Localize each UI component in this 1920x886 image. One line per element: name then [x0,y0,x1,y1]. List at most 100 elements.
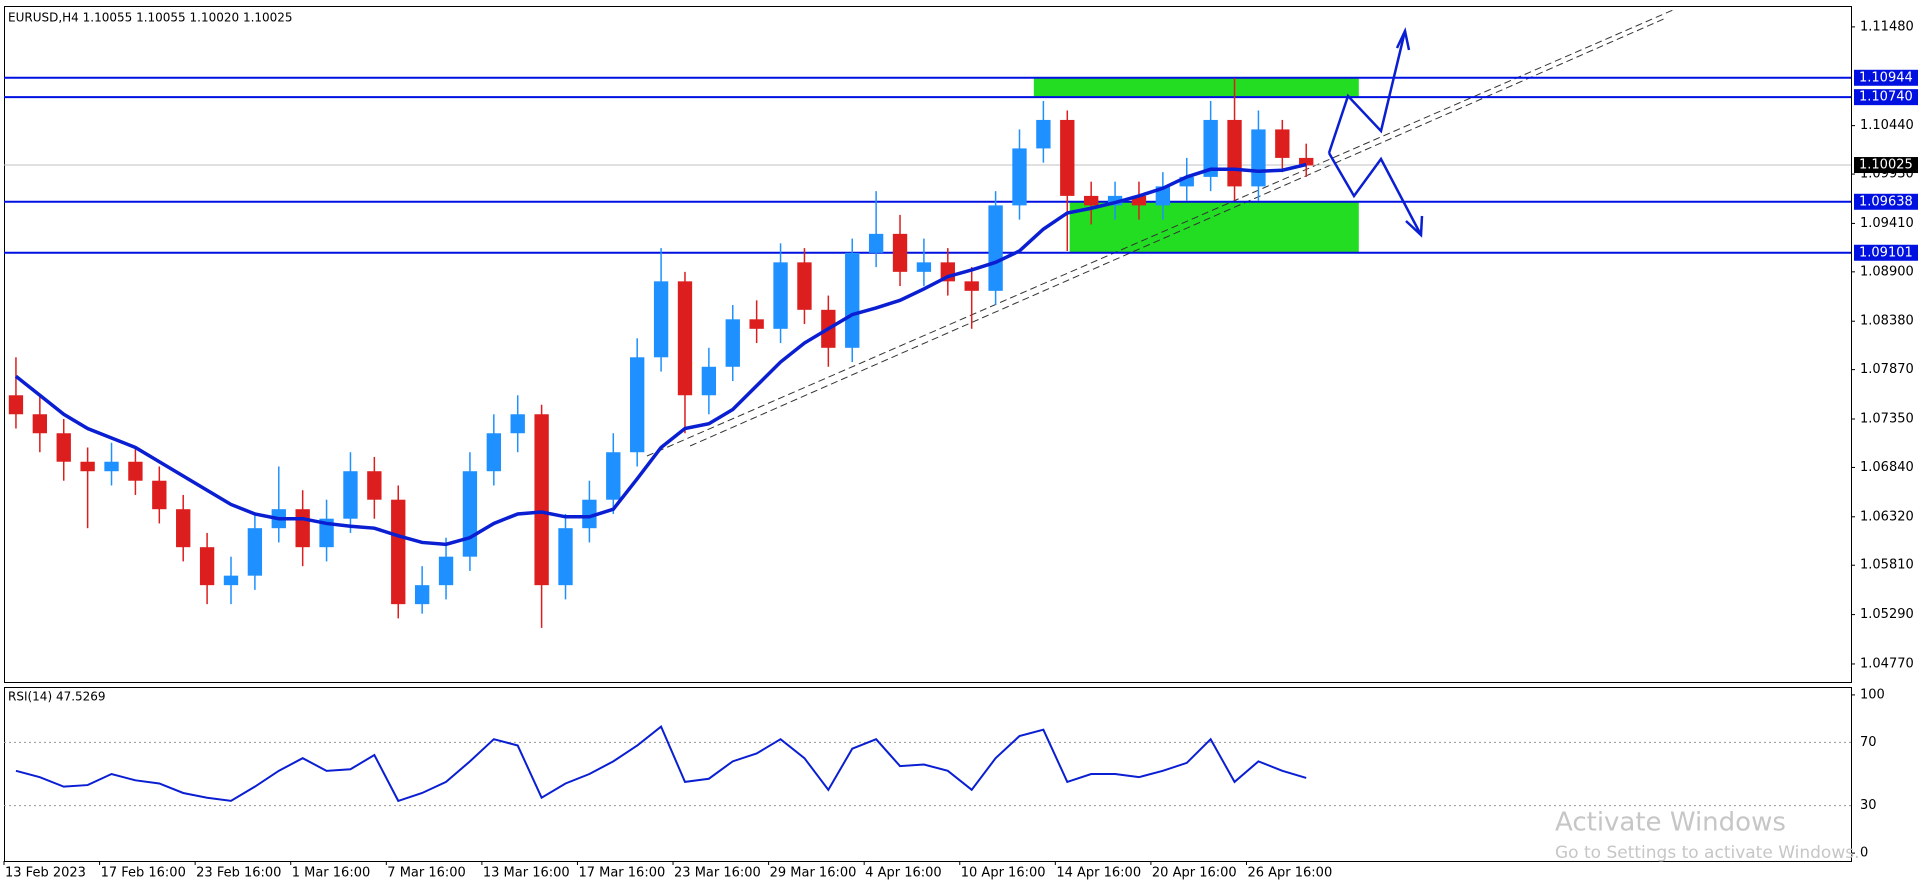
rsi-line [15,724,1307,803]
current-price-box [1854,157,1918,174]
candle-body [462,471,478,557]
level-box [1854,69,1918,86]
chart-title: EURUSD,H4 1.10055 1.10055 1.10020 1.1002… [8,11,293,25]
arrow-head [1405,215,1424,238]
x-tick-label: 29 Mar 16:00 [770,866,857,881]
candle-body [438,556,454,586]
x-tick-label: 17 Mar 16:00 [578,866,665,881]
current-price-label: 1.10025 [1859,158,1913,173]
candle-body [916,262,932,272]
candle-body [128,461,143,481]
level-box [1854,193,1918,210]
scenario-arrow-up [1327,30,1407,154]
candle-body [1251,129,1266,187]
candle-body [1227,119,1242,187]
rsi-tick-label: 70 [1860,735,1877,750]
candle-body [295,509,310,548]
candle-body [1299,157,1314,166]
y-tick-label: 1.07870 [1860,362,1914,377]
y-tick-label: 1.06320 [1860,509,1914,524]
candle-body [391,499,406,605]
candle-body [1203,119,1218,177]
candle-body [701,366,717,396]
candle-body [80,461,95,472]
scenario-arrow-down [1327,152,1423,236]
x-tick-label: 23 Feb 16:00 [196,866,281,881]
candle-body [486,433,501,472]
candle-body [582,499,597,529]
candle-body [1275,129,1290,158]
candle-body [773,262,788,329]
candle-body [653,281,669,358]
y-tick-label: 1.05290 [1860,607,1914,622]
level-label: 1.10944 [1859,70,1913,85]
candle-body [1036,119,1051,149]
candle-body [247,528,263,576]
candle-body [1179,176,1194,187]
watermark-title: Activate Windows [1555,808,1786,838]
candle-body [964,281,979,291]
level-label: 1.09638 [1859,194,1913,209]
moving-average [14,162,1307,547]
watermark-text: Go to Settings to activate Windows. [1555,843,1860,863]
y-tick-label: 1.08380 [1860,314,1914,329]
candle-body [1012,148,1027,206]
zone [1069,201,1359,253]
y-tick-label: 1.07350 [1860,412,1914,427]
candle-body [8,395,24,415]
y-tick-label: 1.08900 [1860,264,1914,279]
rsi-panel-frame [4,687,1852,862]
y-tick-label: 1.11480 [1860,19,1914,34]
candle-body [677,281,693,396]
candle-body [845,252,860,348]
candle-body [606,452,621,500]
rsi-tick-label: 100 [1860,687,1885,702]
level-box [1854,244,1918,261]
level-label: 1.09101 [1859,245,1913,260]
candle-body [1084,195,1099,206]
x-tick-label: 7 Mar 16:00 [387,866,466,881]
zone [1033,77,1359,98]
rsi-tick-label: 0 [1860,846,1868,861]
candle-body [630,357,645,453]
level-box [1854,89,1918,106]
candle-body [199,547,215,586]
candle-body [343,471,358,519]
main-panel-frame [4,6,1852,683]
candle-body [868,233,884,253]
candles-layer [8,78,1314,803]
grid-layer: 1.114801.104401.099301.094101.089001.083… [3,19,1914,881]
level-label: 1.10740 [1859,90,1913,105]
x-tick-label: 23 Mar 16:00 [674,866,761,881]
y-tick-label: 1.06840 [1860,460,1914,475]
candle-body [1107,195,1123,206]
candle-body [988,205,1003,291]
candle-body [223,575,239,586]
trendline [689,17,1667,447]
annotation-layer: 1.10025 1.10944 1.10740 1.09638 1.09101 [1327,27,1918,261]
lines-layer [4,9,1851,457]
candle-body [176,509,191,548]
x-tick-label: 10 Apr 16:00 [961,866,1046,881]
candle-body [152,480,167,510]
x-tick-label: 17 Feb 16:00 [101,866,186,881]
candle-body [558,528,573,586]
candle-body [797,262,812,310]
x-tick-label: 13 Mar 16:00 [483,866,570,881]
x-tick-label: 1 Mar 16:00 [292,866,371,881]
y-tick-label: 1.05810 [1860,558,1914,573]
y-tick-label: 1.04770 [1860,656,1914,671]
candle-body [725,319,740,367]
rsi-title: RSI(14) 47.5269 [8,690,106,704]
candle-body [749,319,764,329]
candle-body [367,471,382,500]
rsi-tick-label: 30 [1860,798,1877,813]
zones-layer [1033,77,1359,253]
candle-body [414,585,430,605]
candle-body [104,461,119,472]
candle-body [319,518,334,548]
x-tick-label: 14 Apr 16:00 [1056,866,1141,881]
